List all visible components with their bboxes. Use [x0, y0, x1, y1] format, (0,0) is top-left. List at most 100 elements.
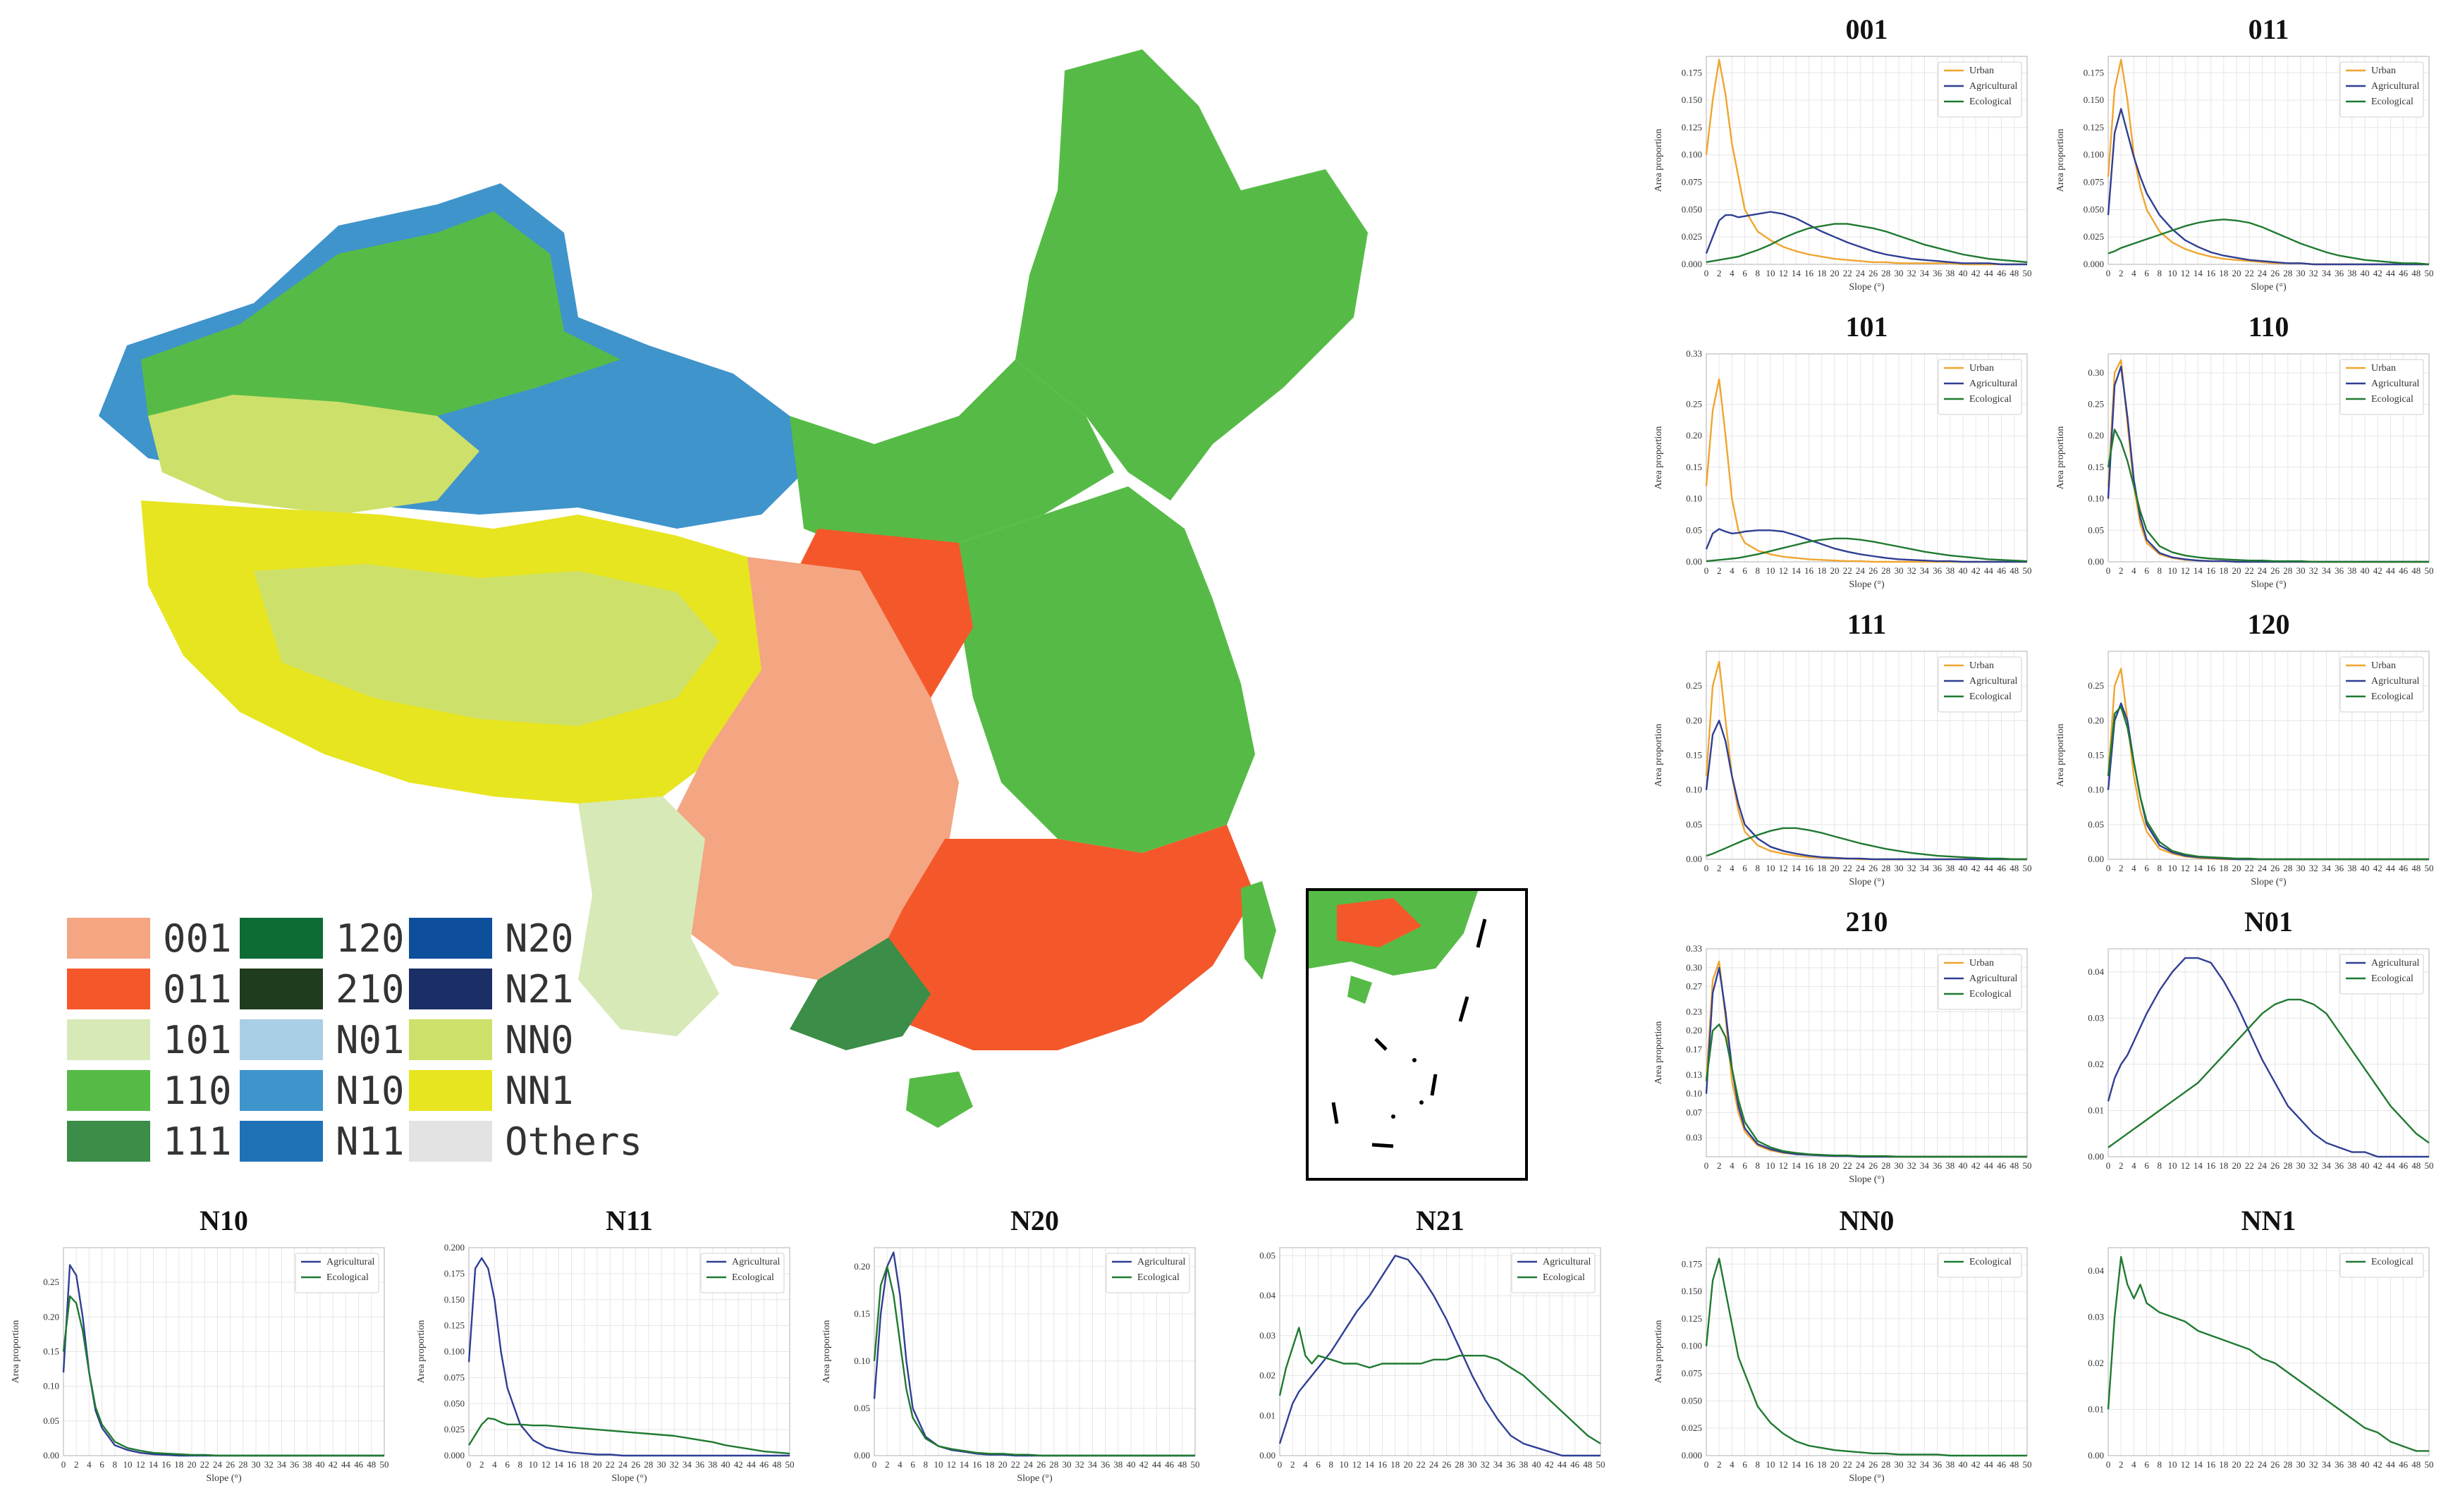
- x-axis-label: Slope (°): [206, 1473, 242, 1484]
- land-use-map: [99, 49, 1368, 1128]
- x-tick-label: 18: [1817, 565, 1826, 576]
- y-tick-label: 0.20: [2088, 430, 2104, 441]
- x-tick-label: 24: [1856, 268, 1866, 278]
- x-tick-label: 40: [1959, 565, 1968, 576]
- x-tick-label: 10: [1766, 268, 1775, 278]
- plot-frame: [1279, 1247, 1601, 1456]
- x-tick-label: 22: [2245, 863, 2254, 873]
- x-tick-label: 28: [2283, 1160, 2292, 1171]
- series-line-ecological: [2107, 429, 2429, 563]
- map-region-hainan: [906, 1071, 973, 1128]
- legend-swatch: [409, 1121, 492, 1162]
- x-tick-label: 2: [1717, 565, 1722, 576]
- legend-entry-agricultural: Agricultural: [732, 1257, 781, 1267]
- x-tick-label: 26: [1868, 565, 1878, 576]
- legend-label: N10: [336, 1068, 405, 1113]
- series-line-ecological: [1705, 1258, 2027, 1457]
- x-tick-label: 26: [1868, 1459, 1878, 1470]
- x-tick-label: 4: [1730, 1160, 1735, 1171]
- x-tick-label: 40: [1959, 1160, 1968, 1171]
- y-tick-label: 0.075: [2084, 177, 2104, 188]
- x-tick-label: 28: [1881, 1459, 1890, 1470]
- series-line-urban: [1705, 59, 2027, 266]
- x-tick-label: 14: [2194, 268, 2203, 278]
- x-tick-label: 44: [1984, 1459, 1994, 1470]
- y-tick-label: 0.175: [2084, 67, 2104, 78]
- y-tick-label: 0.100: [2084, 149, 2104, 160]
- x-tick-label: 30: [1468, 1459, 1477, 1470]
- x-tick-label: 26: [1868, 863, 1878, 873]
- legend-entry-agricultural: Agricultural: [1137, 1257, 1186, 1267]
- x-tick-label: 20: [2232, 863, 2241, 873]
- y-tick-label: 0.15: [2088, 750, 2104, 761]
- x-tick-label: 20: [2232, 268, 2241, 278]
- y-tick-label: 0.00: [2088, 1450, 2104, 1461]
- x-tick-label: 20: [1830, 565, 1840, 576]
- x-tick-label: 32: [2309, 1160, 2318, 1171]
- x-tick-label: 42: [2373, 863, 2382, 873]
- x-tick-label: 2: [1290, 1459, 1295, 1470]
- chart-title: 210: [1846, 906, 1888, 938]
- x-tick-label: 32: [1907, 268, 1916, 278]
- x-axis-label: Slope (°): [1849, 1473, 1885, 1484]
- y-tick-label: 0.125: [444, 1320, 465, 1331]
- x-tick-label: 12: [1352, 1459, 1362, 1470]
- x-tick-label: 32: [2309, 268, 2318, 278]
- series-line-ecological: [1706, 537, 2028, 563]
- x-tick-label: 48: [2411, 863, 2421, 873]
- x-tick-label: 8: [2158, 1160, 2162, 1171]
- chart-title: N21: [1416, 1205, 1464, 1236]
- y-tick-label: 0.075: [1682, 177, 1702, 188]
- y-tick-label: 0.150: [2084, 94, 2104, 105]
- x-tick-label: 6: [99, 1459, 104, 1470]
- y-tick-label: 0.20: [1686, 1025, 1702, 1035]
- x-tick-label: 2: [74, 1459, 79, 1470]
- x-tick-label: 38: [1945, 268, 1954, 278]
- x-tick-label: 6: [505, 1459, 510, 1470]
- y-tick-label: 0.00: [1686, 556, 1702, 567]
- x-tick-label: 18: [2219, 565, 2228, 576]
- x-tick-label: 34: [1920, 863, 1930, 873]
- x-tick-label: 40: [2361, 1459, 2370, 1470]
- x-tick-label: 28: [1049, 1459, 1058, 1470]
- legend-entry-urban: Urban: [1969, 363, 1994, 374]
- map-region-green-north: [141, 211, 620, 430]
- x-tick-label: 24: [1429, 1459, 1439, 1470]
- x-tick-label: 44: [2386, 1160, 2396, 1171]
- y-tick-label: 0.33: [1686, 943, 1702, 954]
- x-tick-label: 28: [2283, 565, 2292, 576]
- y-tick-label: 0.050: [2084, 204, 2104, 214]
- x-tick-label: 48: [2411, 1160, 2421, 1171]
- x-tick-label: 6: [2144, 1160, 2149, 1171]
- series-line-agricultural: [1705, 528, 2027, 563]
- x-tick-label: 20: [1830, 863, 1840, 873]
- legend-swatch: [240, 969, 323, 1009]
- x-tick-label: 2: [1717, 268, 1722, 278]
- legend-label: N11: [336, 1119, 405, 1164]
- chart-title: 011: [2249, 13, 2289, 45]
- x-tick-label: 4: [1730, 565, 1735, 576]
- x-axis-label: Slope (°): [2251, 579, 2287, 590]
- x-tick-label: 14: [1792, 268, 1801, 278]
- series-line-ecological: [1705, 1024, 2027, 1158]
- x-tick-label: 24: [1856, 1160, 1866, 1171]
- plot-frame: [1706, 1247, 2028, 1456]
- legend-entry-ecological: Ecological: [1969, 692, 2012, 702]
- x-tick-label: 44: [747, 1459, 757, 1470]
- x-tick-label: 38: [1113, 1459, 1122, 1470]
- chart-n20: N20 0 2 4 6 8 10 12 14 16 18 20 22 24 26 28 30 32 34 36 38 40…: [811, 1198, 1206, 1501]
- x-tick-label: 36: [1506, 1459, 1516, 1470]
- series-line-agricultural: [1705, 720, 2027, 861]
- plot-frame: [1706, 56, 2028, 265]
- x-tick-label: 44: [1984, 268, 1994, 278]
- x-tick-label: 34: [2322, 1459, 2332, 1470]
- chart-legend-box: [1106, 1253, 1190, 1293]
- x-tick-label: 34: [683, 1459, 692, 1470]
- chart-title: 111: [1847, 608, 1887, 640]
- x-tick-label: 16: [567, 1459, 577, 1470]
- map-region-south-green: [790, 938, 931, 1050]
- y-tick-label: 0.25: [1686, 680, 1702, 691]
- x-tick-label: 0: [1704, 268, 1709, 278]
- legend-entry-agricultural: Agricultural: [1969, 81, 2018, 92]
